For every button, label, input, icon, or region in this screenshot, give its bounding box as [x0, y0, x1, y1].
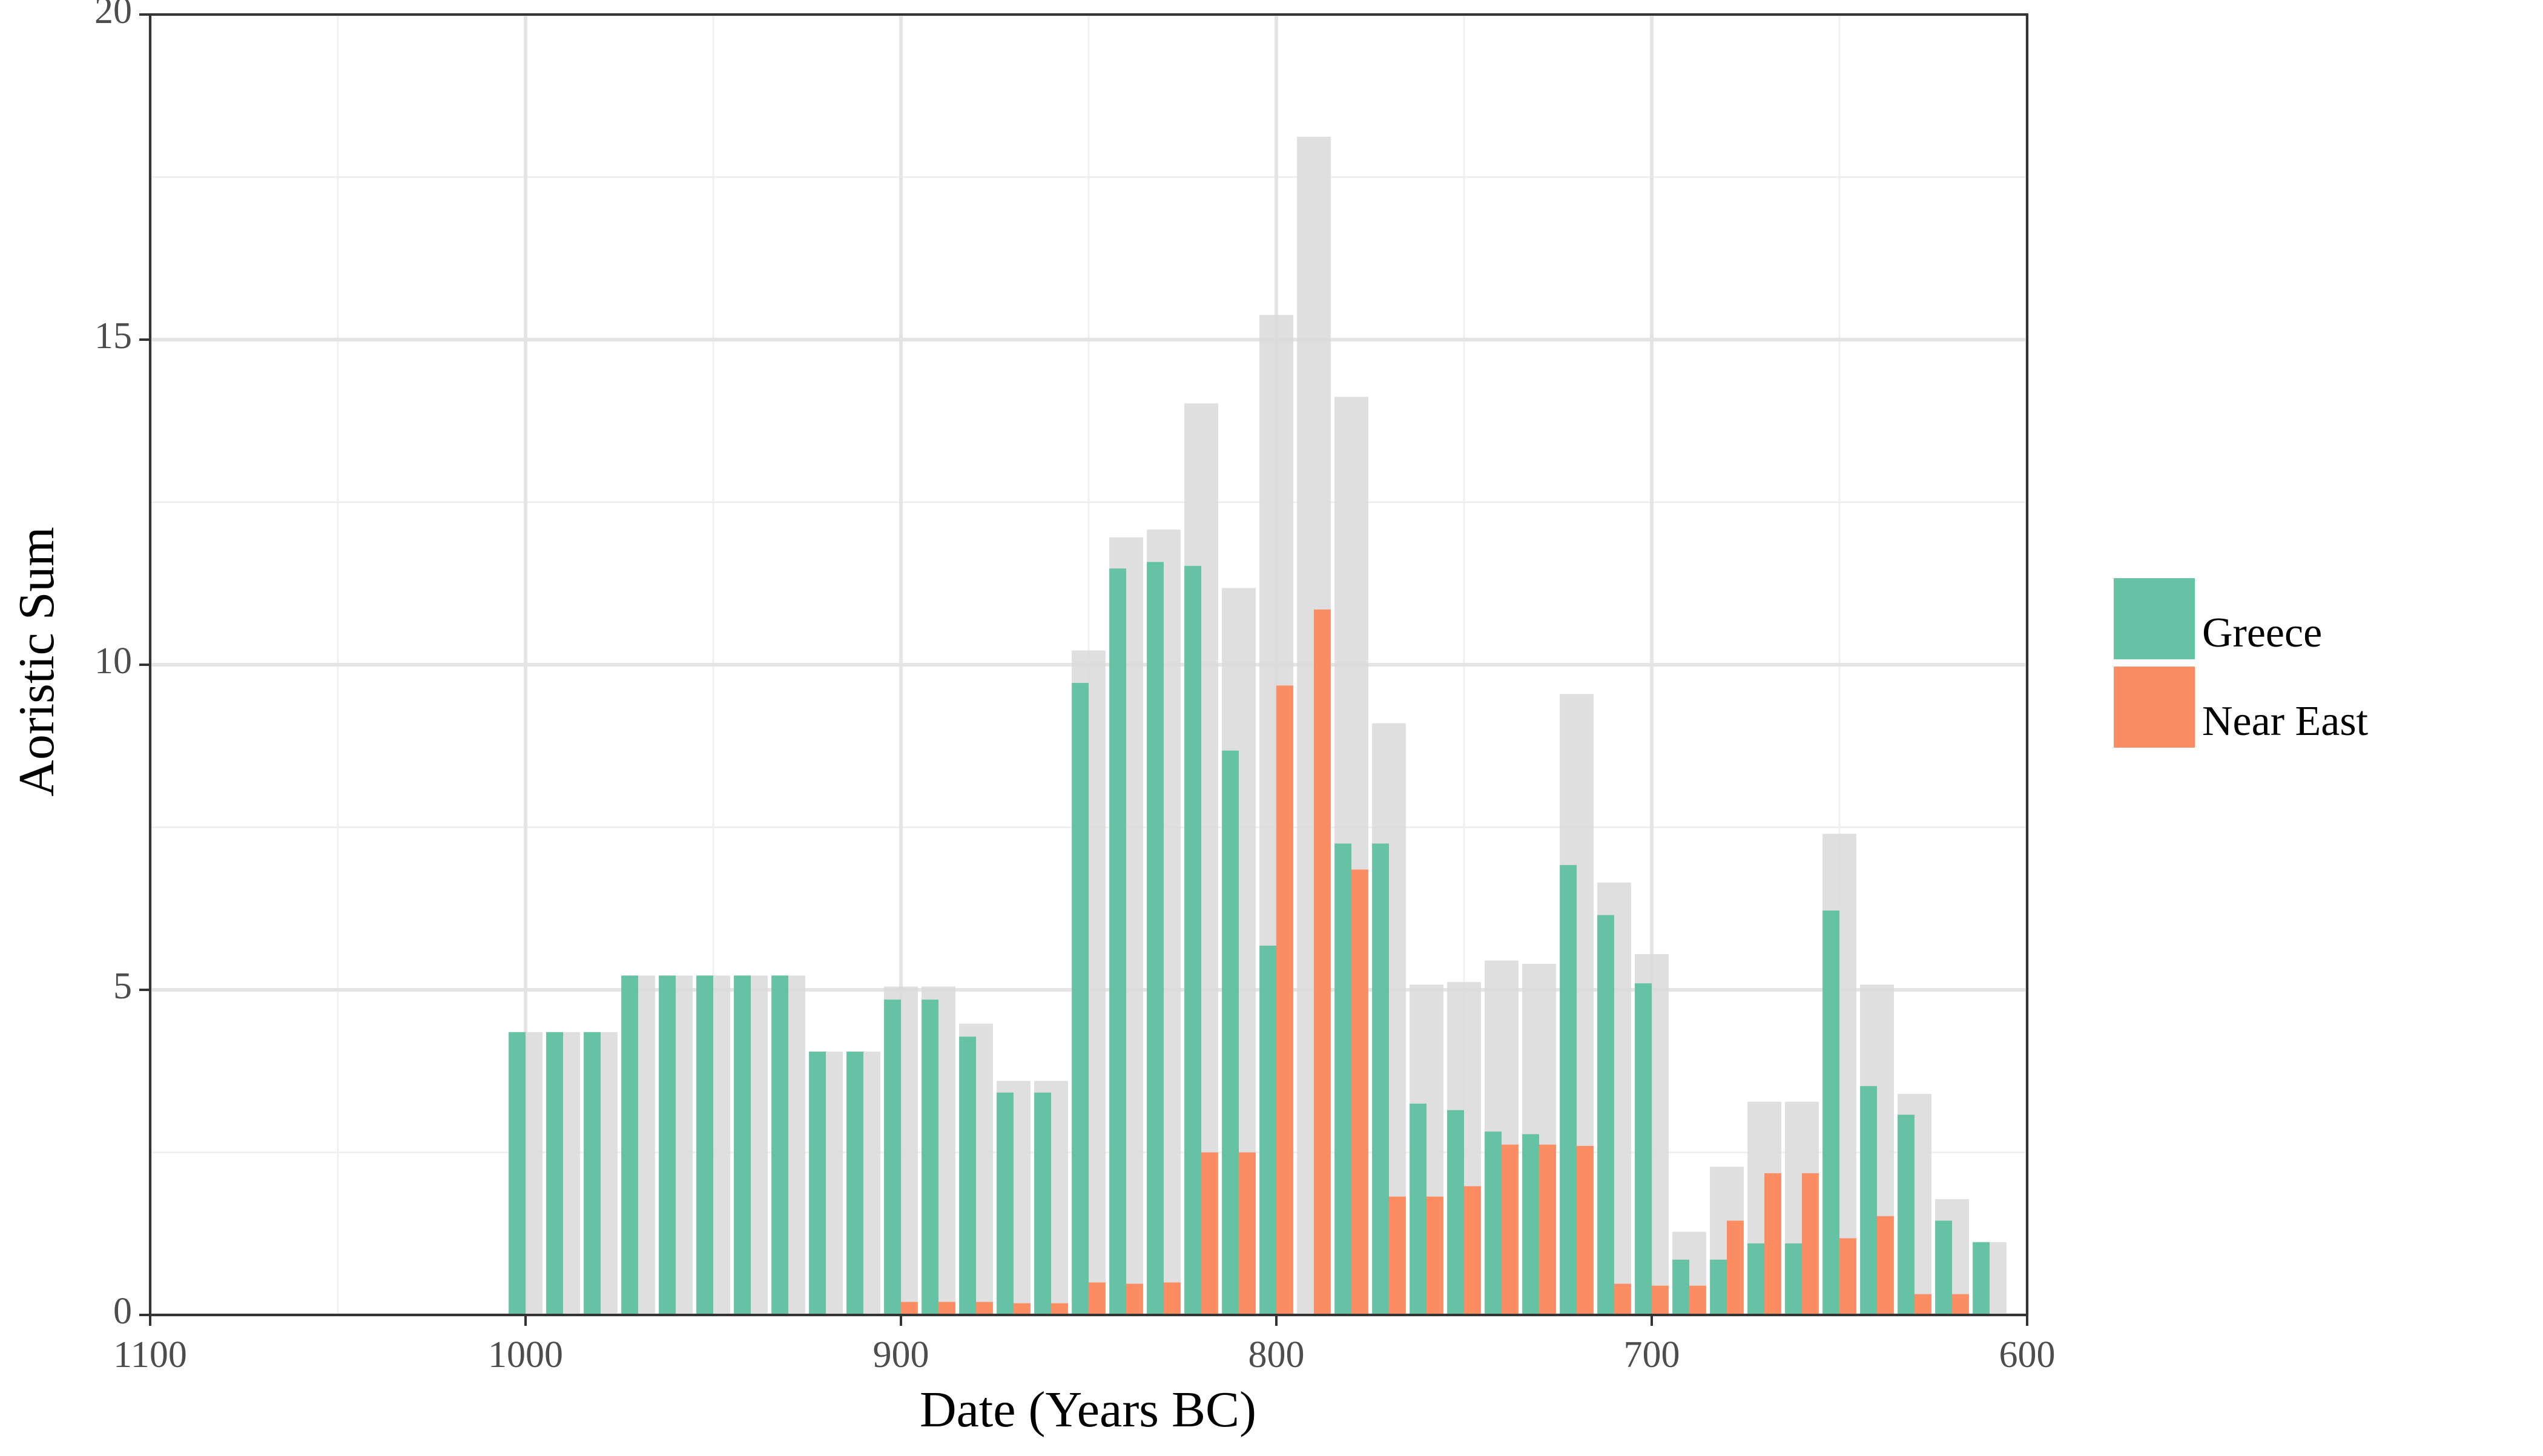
greece-bar — [1447, 1110, 1464, 1315]
near-east-bar — [1652, 1285, 1669, 1315]
greece-bar — [922, 1000, 938, 1315]
greece-bar — [1222, 750, 1239, 1315]
greece-bar — [1710, 1259, 1727, 1315]
near-east-bar — [1539, 1144, 1556, 1315]
x-tick-label: 1100 — [113, 1334, 187, 1375]
greece-bar — [1973, 1242, 1990, 1315]
y-tick-label: 10 — [94, 641, 132, 682]
y-tick-label: 5 — [113, 966, 132, 1007]
x-tick-label: 600 — [1999, 1334, 2056, 1375]
near-east-bar — [1051, 1303, 1068, 1315]
greece-bar — [1184, 565, 1201, 1316]
greece-bar — [1372, 843, 1389, 1315]
near-east-bar — [1314, 609, 1331, 1316]
greece-bar — [771, 975, 788, 1315]
legend-swatch-greece — [2114, 578, 2195, 659]
near-east-bar — [1389, 1196, 1406, 1315]
x-tick-label: 1000 — [488, 1334, 563, 1375]
legend-label-near-east: Near East — [2202, 698, 2369, 745]
greece-bar — [584, 1032, 601, 1315]
near-east-bar — [1727, 1220, 1744, 1315]
x-tick-label: 700 — [1624, 1334, 1680, 1375]
greece-bar — [1747, 1243, 1764, 1315]
greece-bar — [1785, 1243, 1802, 1315]
near-east-bar — [1877, 1216, 1894, 1315]
greece-bar — [1522, 1134, 1539, 1315]
greece-bar — [509, 1032, 526, 1315]
greece-bar — [696, 975, 713, 1315]
near-east-bar — [1201, 1152, 1218, 1315]
near-east-bar — [901, 1302, 918, 1315]
greece-bar — [1597, 915, 1614, 1315]
greece-bar — [621, 975, 638, 1315]
near-east-bar — [1502, 1144, 1519, 1315]
x-tick-label: 800 — [1248, 1334, 1305, 1375]
near-east-bar — [1276, 685, 1293, 1315]
greece-bar — [659, 975, 676, 1315]
greece-bar — [1109, 568, 1126, 1315]
greece-bar — [1672, 1259, 1689, 1315]
near-east-bar — [1839, 1238, 1856, 1315]
greece-bar — [734, 975, 751, 1315]
greece-bar — [546, 1032, 563, 1315]
greece-bar — [1485, 1132, 1502, 1315]
near-east-bar — [1089, 1282, 1106, 1315]
near-east-bar — [1802, 1173, 1819, 1315]
greece-bar — [1935, 1220, 1952, 1315]
greece-bar — [1860, 1085, 1877, 1315]
near-east-bar — [1952, 1294, 1969, 1315]
y-tick-label: 0 — [113, 1291, 132, 1332]
near-east-bar — [1764, 1173, 1781, 1315]
y-tick-label: 15 — [94, 315, 132, 357]
greece-bar — [1560, 865, 1577, 1315]
near-east-bar — [1689, 1285, 1706, 1315]
greece-bar — [1034, 1092, 1051, 1315]
near-east-bar — [1126, 1283, 1143, 1315]
greece-bar — [959, 1036, 976, 1315]
near-east-bar — [1014, 1303, 1031, 1315]
near-east-bar — [1164, 1282, 1181, 1315]
greece-bar — [997, 1092, 1014, 1315]
tick-labels: 1100 1000 900 800 700 600 0 5 10 15 20 — [94, 0, 2056, 1375]
greece-bar — [1635, 983, 1652, 1315]
greece-bar — [809, 1052, 826, 1315]
near-east-bar — [1915, 1294, 1931, 1315]
near-east-bar — [1351, 869, 1368, 1315]
near-east-bar — [976, 1302, 993, 1315]
x-tick-label: 900 — [873, 1334, 929, 1375]
near-east-bar — [1427, 1196, 1443, 1315]
x-axis-label: Date (Years BC) — [920, 1382, 1256, 1438]
greece-bar — [1334, 843, 1351, 1315]
greece-bar — [1259, 945, 1276, 1315]
greece-bar — [1147, 562, 1164, 1315]
y-axis-label: Aoristic Sum — [8, 527, 65, 797]
greece-bar — [846, 1052, 863, 1315]
series-bars — [509, 562, 1990, 1316]
near-east-bar — [1577, 1145, 1594, 1315]
legend: Greece Near East — [2114, 578, 2369, 748]
greece-bar — [884, 1000, 901, 1315]
near-east-bar — [1239, 1152, 1256, 1315]
y-tick-label: 20 — [94, 0, 132, 31]
greece-bar — [1072, 683, 1089, 1315]
greece-bar — [1898, 1115, 1915, 1315]
greece-bar — [1410, 1103, 1427, 1315]
near-east-bar — [938, 1302, 955, 1315]
near-east-bar — [1614, 1283, 1631, 1315]
near-east-bar — [1464, 1186, 1481, 1315]
greece-bar — [1822, 910, 1839, 1315]
legend-swatch-near-east — [2114, 667, 2195, 748]
legend-label-greece: Greece — [2202, 610, 2322, 656]
